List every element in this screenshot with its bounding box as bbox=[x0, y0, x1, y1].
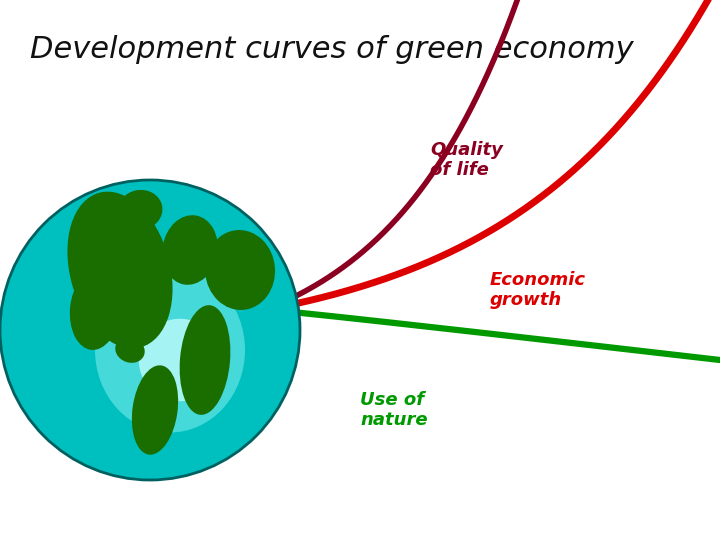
Ellipse shape bbox=[205, 230, 275, 310]
Ellipse shape bbox=[162, 215, 217, 285]
Ellipse shape bbox=[132, 366, 178, 455]
Text: Economic
growth: Economic growth bbox=[490, 271, 586, 309]
Text: Quality
of life: Quality of life bbox=[430, 140, 503, 179]
Ellipse shape bbox=[139, 319, 221, 401]
Circle shape bbox=[0, 180, 300, 480]
Ellipse shape bbox=[68, 192, 173, 348]
Text: Use of
nature: Use of nature bbox=[360, 390, 428, 429]
Text: Development curves of green economy: Development curves of green economy bbox=[30, 35, 634, 64]
Ellipse shape bbox=[179, 305, 230, 415]
Ellipse shape bbox=[117, 190, 163, 230]
Ellipse shape bbox=[95, 267, 245, 433]
Ellipse shape bbox=[115, 337, 145, 363]
Ellipse shape bbox=[70, 270, 120, 350]
